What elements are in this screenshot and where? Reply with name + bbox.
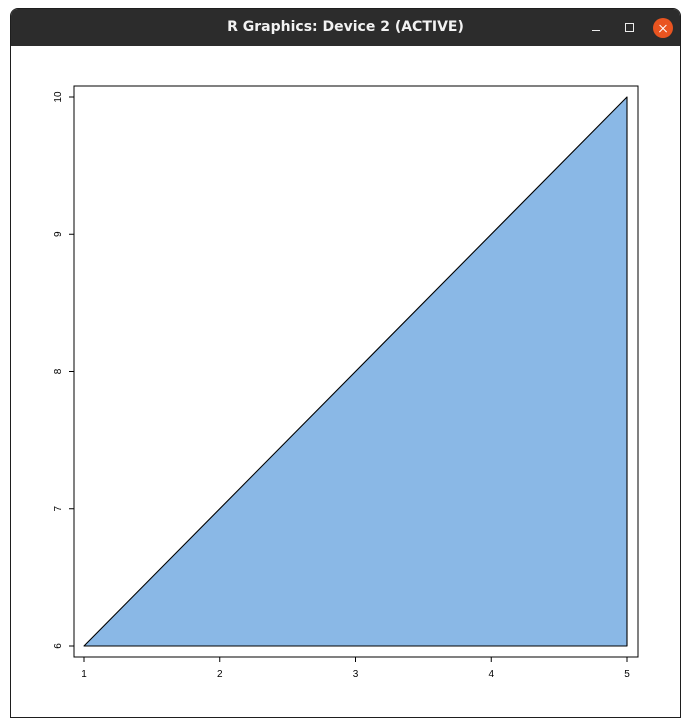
polygon-series-0 xyxy=(83,96,628,647)
y-tick-label-4: 10 xyxy=(53,91,64,103)
y-tick-label-1: 7 xyxy=(53,506,64,512)
y-tick-label-2: 8 xyxy=(53,368,64,374)
plot-area: 1 2 3 4 5 6 7 8 9 10 xyxy=(53,85,639,680)
x-tick-label-1: 2 xyxy=(217,669,223,680)
x-tick-label-2: 3 xyxy=(353,669,359,680)
x-tick-label-0: 1 xyxy=(81,669,87,680)
y-tick-label-0: 6 xyxy=(53,643,64,649)
close-icon[interactable] xyxy=(653,18,673,38)
minimize-icon[interactable] xyxy=(586,18,606,38)
x-tick-label-4: 5 xyxy=(624,669,630,680)
window-title: R Graphics: Device 2 (ACTIVE) xyxy=(227,19,464,35)
x-tick-label-3: 4 xyxy=(488,669,494,680)
y-tick-label-3: 9 xyxy=(53,231,64,237)
maximize-icon[interactable] xyxy=(620,18,640,38)
title-bar[interactable]: R Graphics: Device 2 (ACTIVE) xyxy=(11,9,680,46)
